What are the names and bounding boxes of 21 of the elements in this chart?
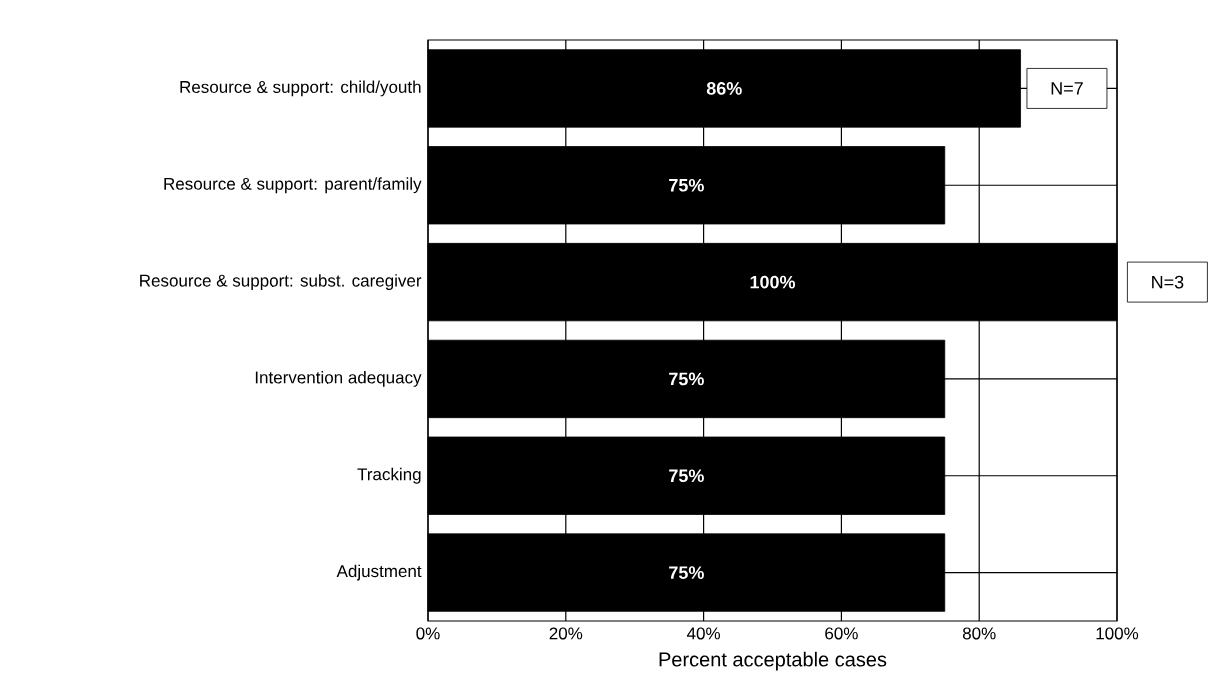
annotation: N=3: [1152, 275, 1184, 289]
y-tick-label: Resource & support: subst. caregiver: [140, 274, 422, 290]
y-tick-label: Tracking: [357, 467, 421, 484]
data-label: 75%: [669, 566, 704, 579]
y-tick-label: Adjustment: [336, 564, 422, 581]
x-tick-label: 100%: [1096, 627, 1139, 640]
x-tick-label: 80%: [962, 627, 996, 640]
x-axis-title: Percent acceptable cases: [659, 651, 887, 671]
annotation: N=7: [1051, 82, 1083, 95]
y-tick-label: Resource & support: child/youth: [180, 80, 421, 97]
data-label: 75%: [669, 469, 704, 483]
x-tick-label: 40%: [686, 627, 721, 640]
data-label: 86%: [706, 82, 742, 95]
y-tick-label: Intervention adequacy: [255, 370, 422, 387]
x-tick-label: 20%: [549, 627, 583, 640]
x-tick-label: 60%: [825, 627, 858, 640]
x-tick-label: 0%: [416, 627, 440, 640]
y-tick-label: Resource & support: parent/family: [164, 177, 422, 194]
data-label: 75%: [669, 372, 704, 386]
data-label: 75%: [669, 178, 704, 192]
data-label: 100%: [750, 275, 796, 289]
